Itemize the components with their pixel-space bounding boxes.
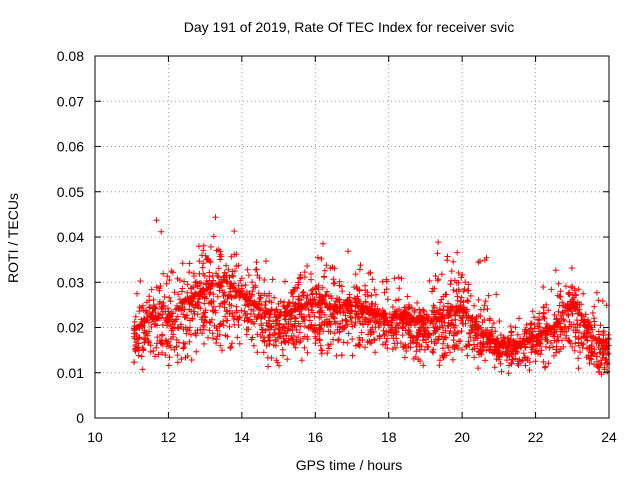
axis-ticks: [94, 55, 610, 419]
x-tick-label: 22: [528, 429, 544, 445]
chart-title: Day 191 of 2019, Rate Of TEC Index for r…: [184, 19, 514, 35]
y-tick-label: 0.05: [57, 184, 84, 200]
y-axis-label: ROTI / TECUs: [5, 193, 21, 283]
x-tick-label: 20: [454, 429, 470, 445]
x-tick-label: 10: [87, 429, 103, 445]
y-tick-labels: 0 0.01 0.02 0.03 0.04 0.05 0.06 0.07 0.08: [57, 48, 84, 426]
y-tick-label: 0: [76, 410, 84, 426]
x-tick-label: 12: [161, 429, 177, 445]
roti-point-markers: [130, 214, 612, 378]
y-tick-label: 0.06: [57, 139, 84, 155]
y-tick-label: 0.07: [57, 93, 84, 109]
y-tick-label: 0.08: [57, 48, 84, 64]
x-tick-labels: 10 12 14 16 18 20 22 24: [87, 429, 617, 445]
x-tick-label: 18: [381, 429, 397, 445]
y-tick-label: 0.03: [57, 274, 84, 290]
x-tick-label: 24: [601, 429, 617, 445]
y-tick-label: 0.04: [57, 229, 84, 245]
x-tick-label: 14: [234, 429, 250, 445]
grid-lines: [95, 56, 609, 418]
y-tick-label: 0.01: [57, 365, 84, 381]
x-axis-label: GPS time / hours: [296, 457, 403, 473]
data-points: [130, 214, 612, 378]
x-tick-label: 16: [307, 429, 323, 445]
y-tick-label: 0.02: [57, 320, 84, 336]
